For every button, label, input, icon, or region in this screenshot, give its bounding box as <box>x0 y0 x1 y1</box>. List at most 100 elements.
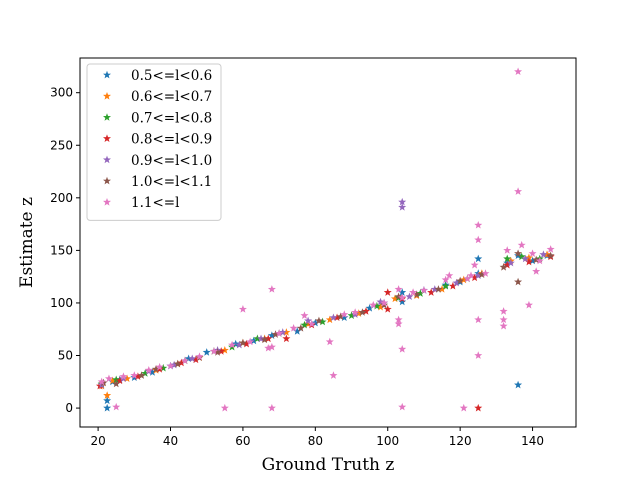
data-point <box>514 187 523 195</box>
data-point <box>325 315 334 324</box>
data-point <box>318 317 327 326</box>
legend-marker <box>103 134 111 142</box>
data-point <box>173 359 182 368</box>
data-point <box>264 334 273 343</box>
legend-label: 1.0<=l<1.1 <box>131 174 212 190</box>
data-point <box>506 258 515 267</box>
legend-label: 0.9<=l<1.0 <box>131 153 212 169</box>
data-point <box>514 380 523 389</box>
data-point <box>191 355 200 364</box>
data-point <box>445 271 454 280</box>
legend-label: 0.7<=l<0.8 <box>131 110 212 126</box>
data-point <box>242 339 251 348</box>
data-point <box>112 379 121 388</box>
data-point <box>358 308 367 316</box>
data-point <box>354 309 363 317</box>
data-point <box>438 285 447 293</box>
data-point <box>112 402 121 411</box>
data-point <box>376 297 385 306</box>
data-point <box>267 285 276 293</box>
data-point <box>517 252 526 261</box>
data-point <box>499 321 508 330</box>
x-axis-title: Ground Truth z <box>262 455 395 475</box>
data-point <box>503 246 512 254</box>
data-point <box>333 313 342 322</box>
y-tick-label: 100 <box>50 296 73 310</box>
data-point <box>130 371 139 379</box>
data-point <box>474 403 483 412</box>
data-point <box>300 320 309 329</box>
data-point <box>152 364 161 373</box>
data-point <box>293 327 302 335</box>
data-point <box>267 331 276 339</box>
data-point <box>95 381 104 390</box>
data-point <box>231 339 240 348</box>
data-point <box>289 323 298 332</box>
data-point <box>104 374 113 383</box>
data-point <box>170 360 179 369</box>
data-point <box>264 343 273 352</box>
data-point <box>474 315 483 324</box>
data-point <box>372 301 381 310</box>
x-tick-label: 140 <box>521 434 544 448</box>
data-point <box>115 376 124 385</box>
x-tick-label: 20 <box>90 434 105 448</box>
data-point <box>474 235 483 244</box>
data-point <box>463 274 472 283</box>
data-point <box>477 270 486 278</box>
data-point <box>235 340 244 349</box>
data-point <box>398 402 407 411</box>
data-point <box>184 354 193 363</box>
legend-label: 0.8<=l<0.9 <box>131 132 212 148</box>
data-point <box>166 361 175 370</box>
data-point <box>514 277 523 286</box>
data-point <box>144 366 153 374</box>
y-tick-label: 300 <box>50 86 73 100</box>
data-point <box>430 285 439 293</box>
data-point <box>394 315 403 324</box>
data-point <box>459 275 468 284</box>
y-tick-label: 150 <box>50 243 73 257</box>
axis-ticks: 20 40 60 80 100 120 140 0 50 100 150 200 250 300 <box>50 86 544 448</box>
data-point <box>282 334 291 343</box>
data-point <box>394 319 403 328</box>
data-point <box>427 288 436 296</box>
data-point <box>188 354 197 363</box>
data-point <box>514 249 523 257</box>
legend-marker <box>103 113 111 121</box>
data-point <box>238 305 247 313</box>
data-point <box>329 313 338 322</box>
y-tick-label: 250 <box>50 138 73 152</box>
data-point <box>347 311 356 319</box>
data-point <box>524 253 533 262</box>
data-point <box>521 254 530 263</box>
x-tick-label: 40 <box>163 434 178 448</box>
legend-marker <box>103 198 111 206</box>
data-point <box>499 307 508 315</box>
data-point <box>202 348 211 356</box>
data-point <box>441 275 450 284</box>
data-point <box>398 297 407 306</box>
data-points <box>95 67 555 412</box>
legend-marker <box>103 92 111 100</box>
y-tick-label: 0 <box>65 401 73 415</box>
data-point <box>499 263 508 271</box>
data-point <box>304 316 313 325</box>
data-point <box>148 368 157 376</box>
data-point <box>532 267 541 275</box>
data-point <box>249 336 258 345</box>
x-tick-label: 60 <box>235 434 250 448</box>
data-point <box>517 240 526 249</box>
data-point <box>257 334 266 343</box>
data-point <box>181 356 189 365</box>
data-point <box>362 307 371 315</box>
data-point <box>296 323 305 332</box>
data-point <box>351 308 360 316</box>
data-point <box>304 319 313 328</box>
data-point <box>103 396 112 405</box>
data-point <box>416 289 425 297</box>
data-point <box>99 378 108 387</box>
data-point <box>503 260 512 269</box>
data-point <box>103 391 112 399</box>
